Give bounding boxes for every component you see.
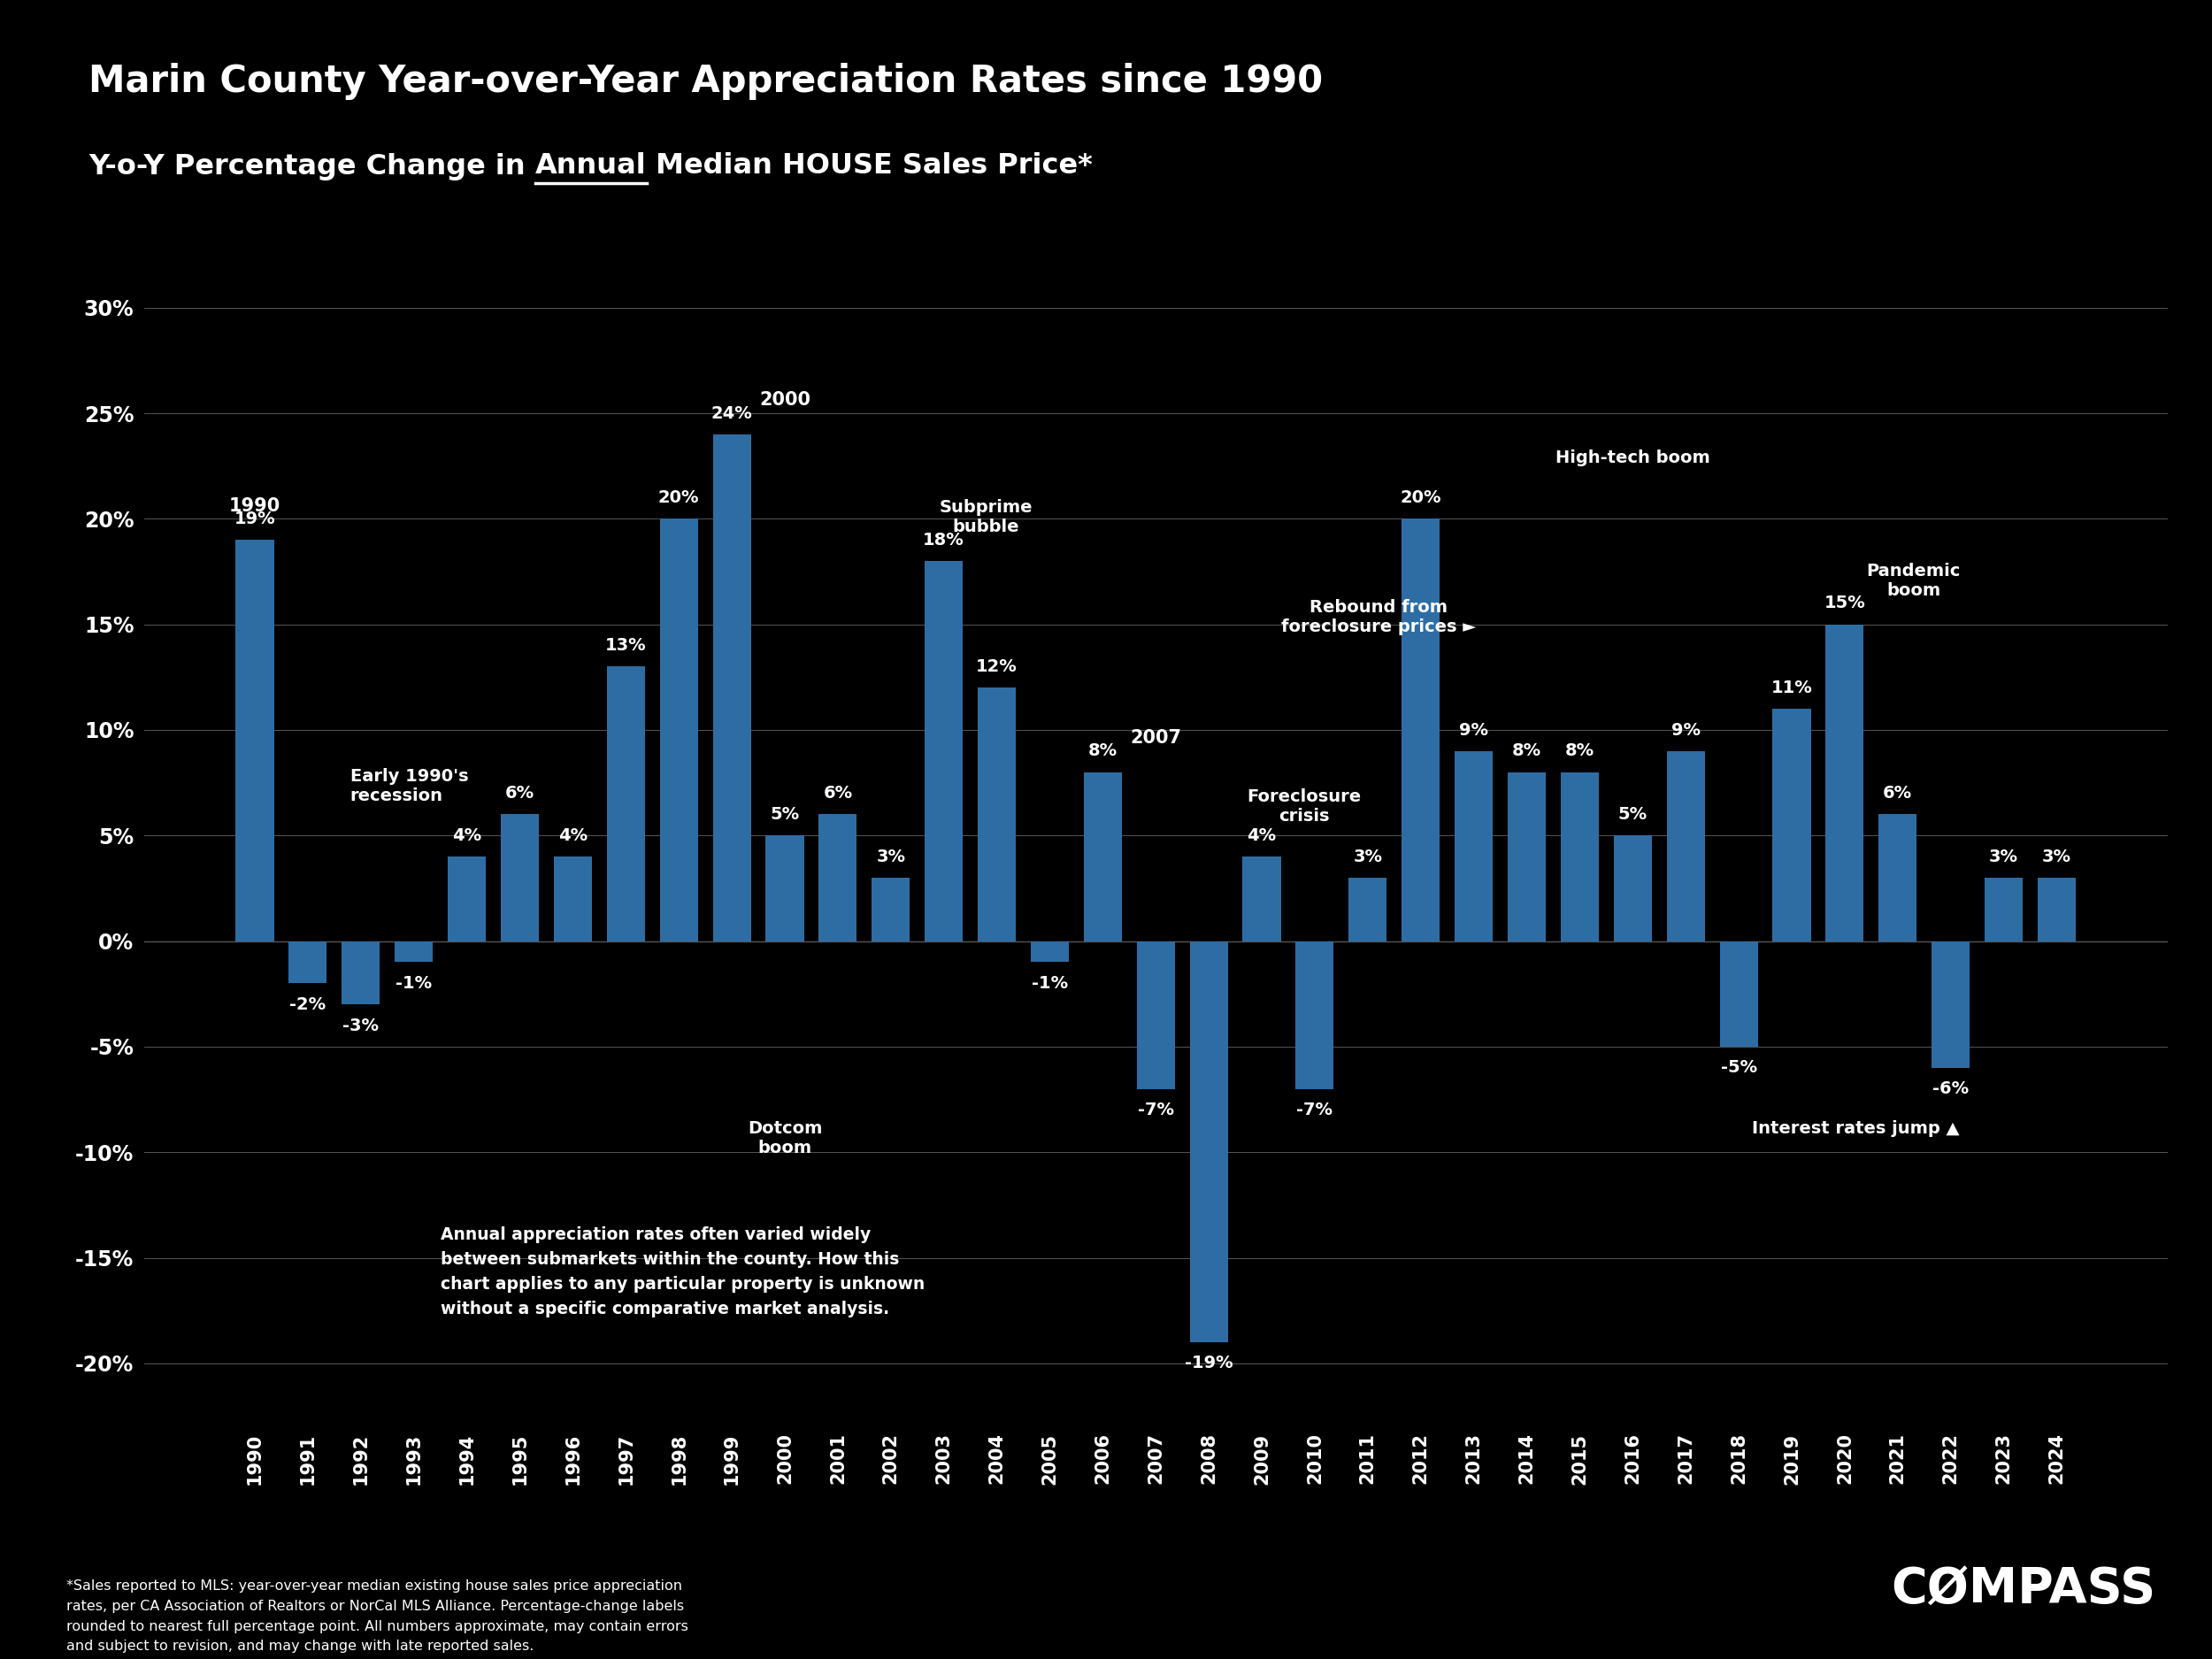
Text: 20%: 20% — [659, 489, 699, 506]
Bar — [872, 878, 909, 941]
Bar — [2037, 878, 2075, 941]
Text: 19%: 19% — [234, 511, 276, 528]
Bar — [978, 688, 1015, 941]
Text: Median HOUSE Sales Price*: Median HOUSE Sales Price* — [646, 153, 1093, 181]
Text: -6%: -6% — [1933, 1080, 1969, 1097]
Text: -5%: -5% — [1721, 1060, 1756, 1077]
Text: 5%: 5% — [770, 806, 799, 823]
Bar — [1509, 771, 1546, 941]
Bar — [290, 941, 327, 984]
Bar — [925, 561, 962, 941]
Text: 5%: 5% — [1617, 806, 1648, 823]
Bar — [447, 856, 487, 941]
Text: 4%: 4% — [557, 828, 588, 844]
Text: 1990: 1990 — [230, 498, 281, 514]
Text: 4%: 4% — [1248, 828, 1276, 844]
Bar — [1455, 752, 1493, 941]
Text: Rebound from
foreclosure prices ►: Rebound from foreclosure prices ► — [1281, 599, 1475, 635]
Text: Foreclosure
crisis: Foreclosure crisis — [1248, 788, 1360, 825]
Bar — [1613, 836, 1652, 941]
Text: CØMPASS: CØMPASS — [1891, 1564, 2157, 1613]
Text: Interest rates jump ▲: Interest rates jump ▲ — [1752, 1120, 1960, 1138]
Text: Subprime
bubble: Subprime bubble — [940, 499, 1033, 536]
Text: 11%: 11% — [1772, 680, 1812, 697]
Bar — [765, 836, 803, 941]
Bar — [1296, 941, 1334, 1088]
Bar — [606, 667, 646, 941]
Text: Y-o-Y Percentage Change in: Y-o-Y Percentage Change in — [88, 153, 535, 181]
Text: 4%: 4% — [451, 828, 482, 844]
Bar — [237, 539, 274, 941]
Text: -3%: -3% — [343, 1017, 378, 1034]
Text: 13%: 13% — [606, 637, 646, 654]
Text: *Sales reported to MLS: year-over-year median existing house sales price appreci: *Sales reported to MLS: year-over-year m… — [66, 1579, 688, 1652]
Bar — [1772, 708, 1812, 941]
Text: -1%: -1% — [396, 975, 431, 992]
Text: Early 1990's
recession: Early 1990's recession — [349, 768, 469, 805]
Text: 24%: 24% — [710, 405, 752, 421]
Text: -7%: -7% — [1296, 1102, 1334, 1118]
Text: 3%: 3% — [876, 848, 905, 864]
Text: 8%: 8% — [1088, 743, 1117, 760]
Text: 3%: 3% — [2042, 848, 2070, 864]
Bar — [659, 519, 699, 941]
Bar — [1825, 624, 1865, 941]
Text: Annual: Annual — [535, 153, 646, 181]
Bar — [1137, 941, 1175, 1088]
Text: -7%: -7% — [1137, 1102, 1175, 1118]
Text: Dotcom
boom: Dotcom boom — [748, 1120, 823, 1156]
Bar — [1719, 941, 1759, 1047]
Bar — [394, 941, 434, 962]
Text: 20%: 20% — [1400, 489, 1442, 506]
Text: 2000: 2000 — [759, 392, 810, 410]
Bar — [818, 815, 856, 941]
Bar — [712, 435, 750, 941]
Text: -19%: -19% — [1186, 1355, 1232, 1372]
Text: 6%: 6% — [504, 785, 535, 801]
Bar — [1666, 752, 1705, 941]
Text: 6%: 6% — [823, 785, 852, 801]
Text: 8%: 8% — [1566, 743, 1595, 760]
Bar — [1984, 878, 2022, 941]
Bar — [1562, 771, 1599, 941]
Bar — [1084, 771, 1121, 941]
Bar — [553, 856, 593, 941]
Text: 3%: 3% — [1989, 848, 2017, 864]
Text: -1%: -1% — [1031, 975, 1068, 992]
Bar — [1190, 941, 1228, 1342]
Text: 6%: 6% — [1882, 785, 1913, 801]
Text: Marin County Year-over-Year Appreciation Rates since 1990: Marin County Year-over-Year Appreciation… — [88, 63, 1323, 100]
Text: 9%: 9% — [1670, 722, 1701, 738]
Text: Annual appreciation rates often varied widely
between submarkets within the coun: Annual appreciation rates often varied w… — [440, 1226, 925, 1317]
Text: Pandemic
boom: Pandemic boom — [1867, 562, 1960, 599]
Text: 15%: 15% — [1825, 596, 1865, 612]
Text: 3%: 3% — [1354, 848, 1382, 864]
Text: High-tech boom: High-tech boom — [1555, 450, 1710, 466]
Bar — [1031, 941, 1068, 962]
Text: 9%: 9% — [1460, 722, 1489, 738]
Bar — [1349, 878, 1387, 941]
Bar — [343, 941, 380, 1004]
Text: 12%: 12% — [975, 659, 1018, 675]
Text: 8%: 8% — [1513, 743, 1542, 760]
Bar — [1243, 856, 1281, 941]
Bar — [500, 815, 540, 941]
Text: -2%: -2% — [290, 995, 325, 1012]
Bar — [1931, 941, 1969, 1068]
Bar — [1402, 519, 1440, 941]
Text: 18%: 18% — [922, 531, 964, 549]
Text: 2007: 2007 — [1130, 730, 1181, 747]
Bar — [1878, 815, 1918, 941]
